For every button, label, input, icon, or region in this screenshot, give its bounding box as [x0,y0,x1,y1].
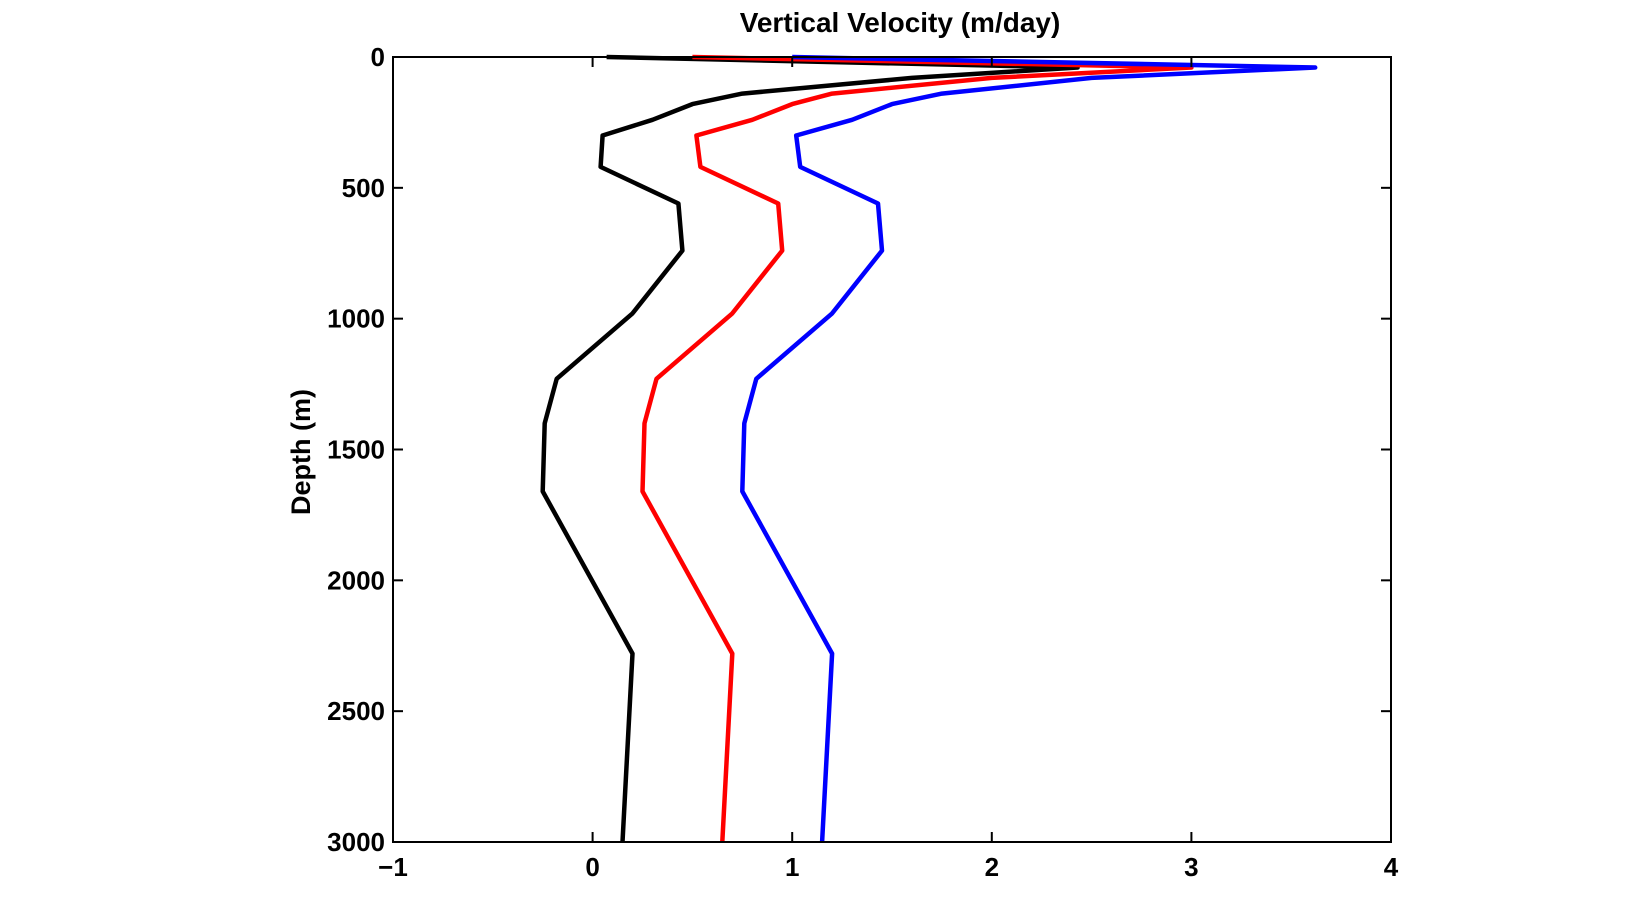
series-line-2 [640,54,1194,843]
x-tick-label: 1 [785,852,799,882]
series-line-1 [540,54,1080,843]
y-tick-label: 0 [371,42,385,72]
y-tick-label: 3000 [327,827,385,857]
chart-title: Vertical Velocity (m/day) [740,7,1061,38]
y-tick-label: 1000 [327,304,385,334]
y-axis-label: Depth (m) [286,389,316,515]
x-tick-label: 0 [585,852,599,882]
series-line-3 [740,54,1318,843]
y-tick-label: 2500 [327,696,385,726]
x-tick-label: 4 [1384,852,1399,882]
y-tick-label: 500 [342,173,385,203]
series-layer [540,54,1318,843]
y-tick-label: 2000 [327,565,385,595]
x-tick-label: −1 [378,852,408,882]
y-tick-label: 1500 [327,435,385,465]
x-tick-label: 3 [1184,852,1198,882]
x-tick-label: 2 [985,852,999,882]
tick-layer: −1 0 1 2 3 4 0 500 1000 1500 2000 2500 3000 [327,42,1399,882]
